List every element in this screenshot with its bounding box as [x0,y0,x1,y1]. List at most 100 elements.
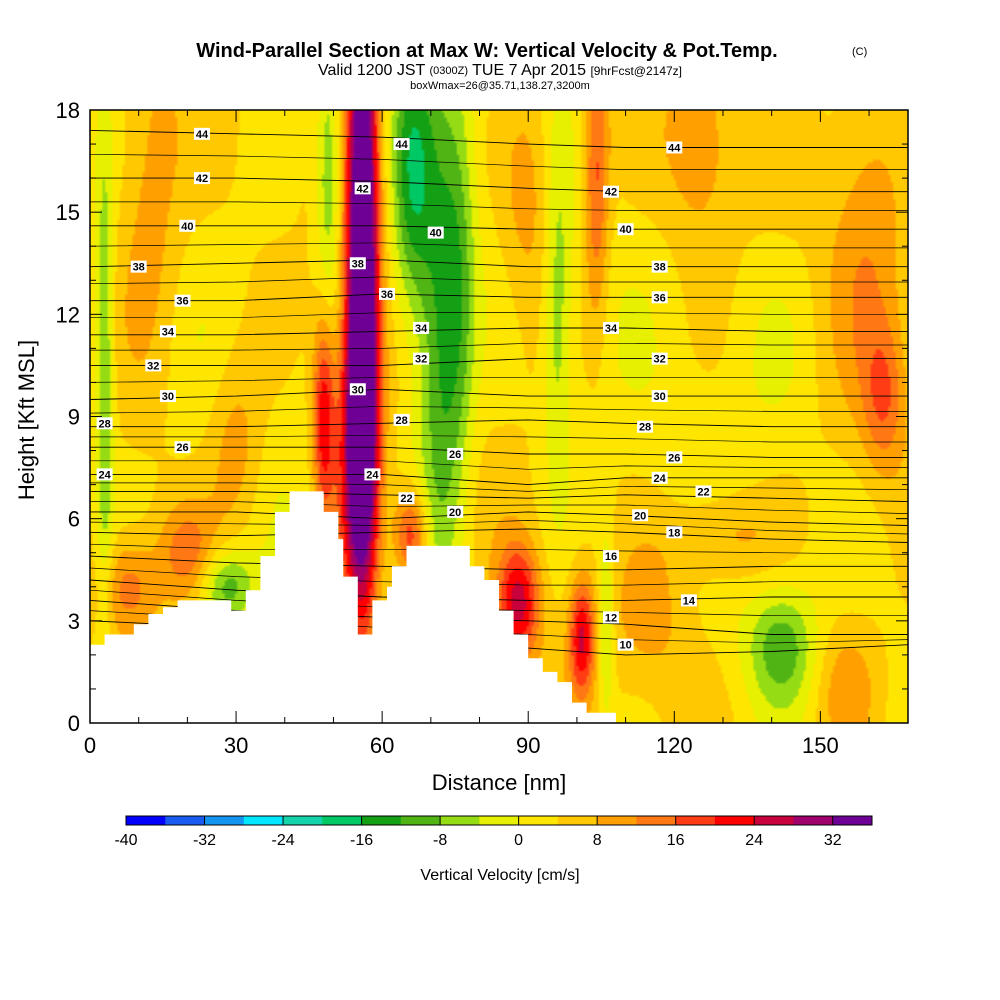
y-tick-label: 12 [56,302,80,327]
isentrope-minor [90,482,908,492]
contour-label: 36 [379,287,396,301]
contour-label: 28 [96,417,113,430]
isentrope-42 [90,177,908,193]
isentrope-32 [90,358,908,366]
contour-label-text: 30 [352,384,364,396]
colorbar-swatch [243,816,284,825]
contour-label: 30 [651,390,668,403]
contour-label-box [632,509,649,522]
contour-label: 44 [193,127,210,141]
contour-label-box [637,420,654,433]
contour-label: 38 [349,257,366,270]
isentrope-44 [90,129,908,148]
contour-label-box [651,352,668,365]
contour-label-box [179,219,196,232]
contour-label: 20 [447,505,464,519]
contour-label-text: 30 [162,391,174,403]
contour-label: 44 [666,141,683,154]
contour-label-text: 40 [619,224,631,236]
contour-label-box [666,526,683,539]
contour-label-box [651,260,668,273]
contour-label-text: 24 [654,473,667,485]
contour-label-box [680,594,697,607]
contour-label-box [174,294,191,307]
colorbar-tick-label: 24 [745,832,763,849]
contour-label-text: 40 [430,228,442,240]
colorbar-swatch [714,816,755,825]
colorbar-swatch [597,816,637,825]
x-tick-label: 120 [656,733,693,758]
contour-label-text: 34 [162,326,175,338]
contour-label-text: 42 [357,183,369,195]
contour-label-text: 36 [176,296,188,308]
contour-label: 40 [427,226,444,240]
contour-label: 38 [651,260,668,274]
contour-label: 24 [96,468,113,481]
isentrope-minor [90,460,908,470]
contour-label-text: 20 [634,510,646,522]
colorbar [125,815,873,826]
colorbar-swatch [361,816,402,825]
contour-label: 20 [632,509,649,522]
y-tick-label: 9 [68,405,80,430]
isentrope-minor [90,405,908,414]
contour-label-box [413,352,430,365]
contour-label-box [602,185,619,198]
colorbar-tick-label: -24 [271,832,294,849]
contour-label: 14 [680,594,697,607]
contour-label-box [174,441,191,454]
isentrope-16 [90,555,908,571]
contour-label-box [159,325,176,338]
colorbar-swatch [126,816,166,825]
x-tick-label: 150 [802,733,839,758]
contour-label-text: 26 [176,442,188,454]
contour-label: 32 [651,352,668,366]
contour-label-box [349,383,366,396]
colorbar-tick-label: -16 [350,832,373,849]
x-axis-label: Distance [nm] [432,770,567,795]
contour-label-box [354,182,371,195]
contour-label-box [666,451,683,464]
isentrope-30 [90,388,908,400]
isentrope-minor [90,342,908,351]
contour-label: 34 [413,321,430,335]
contour-label-box [398,492,415,505]
colorbar-swatch [322,816,363,825]
contour-label-text: 28 [395,415,407,427]
chart-title-mark: (C) [852,46,867,58]
subtitle-utc-time: (0300Z) [429,65,468,77]
contour-label-box [666,141,683,154]
isentrope-minor [90,153,908,170]
contour-label-text: 24 [98,469,111,481]
contour-label-text: 22 [697,486,709,498]
contour-label-box [393,138,410,151]
contour-label-text: 30 [654,391,666,403]
contour-label-box [447,505,464,518]
contour-label-text: 34 [605,323,618,335]
contour-label-text: 36 [654,292,666,304]
contour-label: 44 [393,138,410,151]
colorbar-tick-label: -40 [114,832,137,849]
contour-label-text: 42 [605,187,617,199]
contour-label-text: 32 [654,354,666,366]
isentrope-26 [90,446,908,458]
contour-label: 26 [666,451,683,464]
x-tick-label: 30 [224,733,248,758]
contour-label-text: 10 [619,640,631,652]
contour-label: 16 [602,550,619,563]
contour-label-text: 14 [683,595,696,607]
isentrope-minor [90,520,908,535]
subtitle-valid-time: Valid 1200 JST [318,62,426,79]
contour-label: 38 [130,260,147,274]
contour-label: 32 [145,359,162,372]
isentrope-34 [90,327,908,336]
contour-label-box [651,471,668,484]
contour-label-box [379,287,396,300]
x-tick-label: 60 [370,733,394,758]
colorbar-swatch [400,816,441,825]
contour-label-box [364,468,381,481]
contour-label-box [393,413,410,426]
contour-label-text: 16 [605,551,617,563]
